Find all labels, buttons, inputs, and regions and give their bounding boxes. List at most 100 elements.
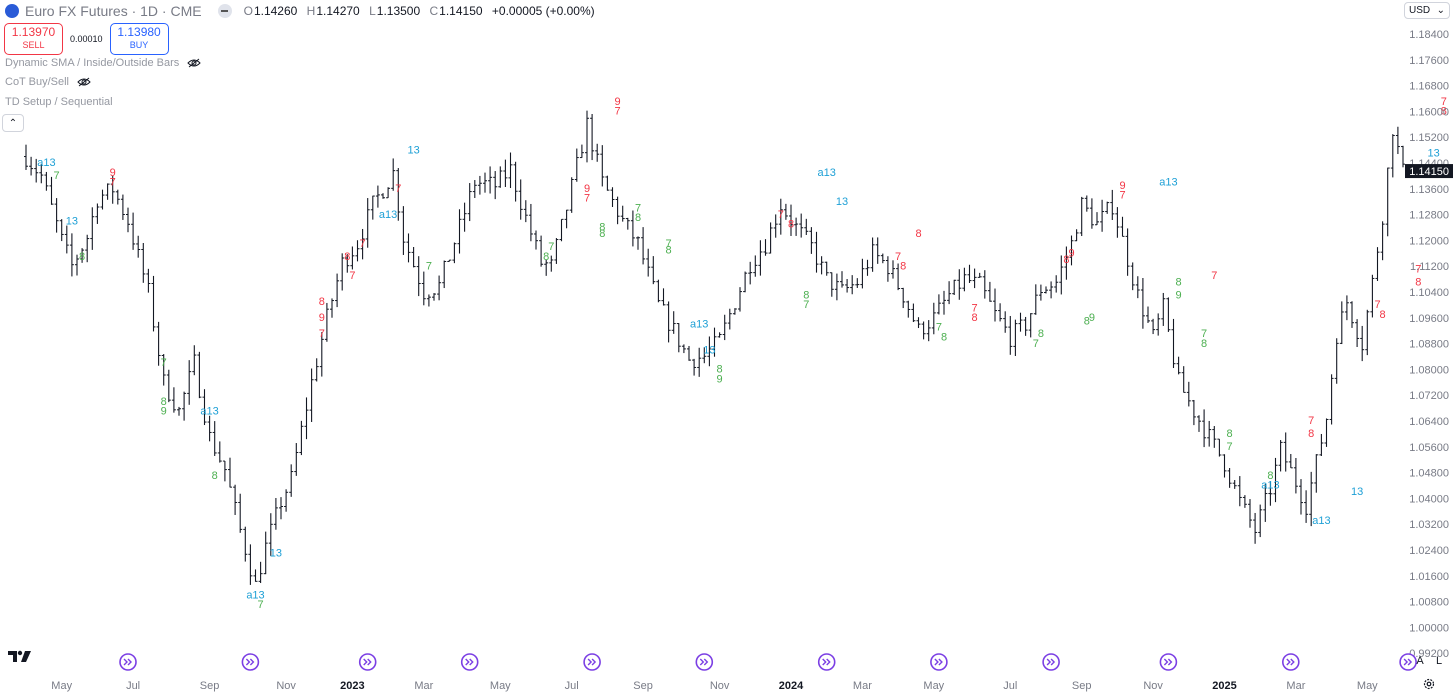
ohlc-bar xyxy=(860,258,865,289)
price-tick-label: 1.15200 xyxy=(1409,132,1449,144)
td-label: 8 xyxy=(599,228,605,240)
ohlc-bar xyxy=(952,279,957,296)
collapse-indicators-button[interactable]: ⌃ xyxy=(2,114,24,132)
event-marker-icon[interactable] xyxy=(817,653,836,671)
eye-hidden-icon[interactable] xyxy=(187,58,201,68)
log-scale-button[interactable]: L xyxy=(1435,655,1443,667)
ohlc-bar xyxy=(171,387,176,413)
collapse-header-button[interactable] xyxy=(217,4,232,18)
ohlc-bar xyxy=(59,219,64,242)
ohlc-bar xyxy=(513,161,518,202)
ohlc-bar xyxy=(120,194,125,220)
td-label: 8 xyxy=(900,260,906,272)
indicator-cot[interactable]: CoT Buy/Sell xyxy=(5,76,91,88)
ohlc-bar xyxy=(799,213,804,238)
indicator-td-setup[interactable]: TD Setup / Sequential xyxy=(5,96,113,108)
ohlc-bar xyxy=(508,152,513,189)
ohlc-bar xyxy=(1156,313,1161,336)
ohlc-bar xyxy=(880,253,885,264)
currency-select[interactable]: USD ⌄ xyxy=(1404,2,1450,19)
last-price-box xyxy=(1405,164,1453,179)
event-marker-icon[interactable] xyxy=(460,653,479,671)
ohlc-bar xyxy=(386,187,391,199)
event-marker-icon[interactable] xyxy=(241,653,260,671)
ohlc-bar xyxy=(1365,309,1370,356)
event-marker-icon[interactable] xyxy=(1159,653,1178,671)
ohlc-bar xyxy=(1375,247,1380,281)
ohlc-bar xyxy=(452,242,457,264)
time-tick-label: Nov xyxy=(276,680,296,692)
ohlc-bar xyxy=(829,272,834,297)
gear-icon[interactable] xyxy=(1422,677,1436,691)
ohlc-bar xyxy=(758,240,763,276)
td-label: 7 xyxy=(1227,441,1233,453)
event-marker-icon[interactable] xyxy=(358,653,377,671)
ohlc-bar xyxy=(1125,228,1130,276)
ohlc-bar xyxy=(498,166,503,188)
sell-button[interactable]: 1.13970 SELL xyxy=(4,23,63,55)
time-tick-label: Mar xyxy=(414,680,433,692)
ohlc-bar xyxy=(258,561,263,584)
ohlc-bar xyxy=(1334,338,1339,384)
time-tick-label: Jul xyxy=(565,680,579,692)
time-axis[interactable]: May Jul Sep Nov 2023 Mar May Jul Sep Nov 2024 Mar Ma… xyxy=(51,680,1378,692)
ohlc-bar xyxy=(855,278,860,288)
event-marker-icon[interactable] xyxy=(1042,653,1060,671)
ohlc-bar xyxy=(192,345,197,376)
ohlc-bar xyxy=(472,180,477,198)
time-tick-label: Mar xyxy=(853,680,872,692)
td-label: 8 xyxy=(212,470,218,482)
buy-price: 1.13980 xyxy=(117,25,161,39)
td-label: 9 xyxy=(161,406,167,418)
ohlc-bar xyxy=(1084,195,1089,212)
high-key: H xyxy=(306,4,316,18)
event-marker-icon[interactable] xyxy=(583,653,601,671)
ohlc-bar xyxy=(1217,438,1222,457)
event-marker-icon[interactable] xyxy=(119,653,137,671)
price-axis[interactable]: 1.184001.176001.168001.160001.152001.144… xyxy=(1409,29,1449,660)
ohlc-bar xyxy=(559,218,564,242)
auto-scale-button[interactable]: A xyxy=(1416,655,1424,667)
event-marker-icon[interactable] xyxy=(1399,653,1417,671)
buy-label: BUY xyxy=(129,40,149,50)
ohlc-bar xyxy=(1013,319,1018,356)
ohlc-bar xyxy=(993,288,997,322)
td-label: 7 xyxy=(778,209,784,221)
ohlc-bar xyxy=(151,275,156,332)
ohlc-bar xyxy=(641,227,646,265)
ohlc-bar xyxy=(39,163,44,184)
ohlc-bar xyxy=(595,143,600,162)
td-label: 7 xyxy=(1441,96,1447,108)
eye-hidden-icon[interactable] xyxy=(77,77,91,87)
ohlc-bar xyxy=(794,217,799,236)
ohlc-bar xyxy=(289,464,294,497)
ohlc-bar xyxy=(697,347,702,377)
price-tick-label: 1.18400 xyxy=(1409,29,1449,41)
event-marker-icon[interactable] xyxy=(1282,653,1300,671)
td-label: 7 xyxy=(258,599,264,611)
ohlc-bar xyxy=(503,159,508,188)
ohlc-values: O1.14260 H1.14270 L1.13500 C1.14150 +0.0… xyxy=(244,4,595,18)
ohlc-bar xyxy=(1191,399,1196,426)
event-marker-icon[interactable] xyxy=(695,653,714,671)
ohlc-bar xyxy=(488,166,493,194)
td-label: 13 xyxy=(270,547,282,559)
indicator-dynamic-sma[interactable]: Dynamic SMA / Inside/Outside Bars xyxy=(5,57,201,69)
td-label: 8 xyxy=(1176,277,1182,289)
ohlc-bar xyxy=(1242,495,1247,508)
symbol-title[interactable]: Euro FX Futures · 1D · CME xyxy=(25,3,202,19)
low-value: 1.13500 xyxy=(376,4,421,18)
ohlc-bar xyxy=(1161,292,1166,326)
event-marker-icon[interactable] xyxy=(930,653,948,671)
ohlc-bar xyxy=(156,321,161,366)
buy-button[interactable]: 1.13980 BUY xyxy=(109,23,169,55)
td-label: 7 xyxy=(1308,415,1314,427)
ohlc-bar xyxy=(712,327,717,357)
td-label: 8 xyxy=(599,222,605,234)
td-label: 8 xyxy=(1038,328,1044,340)
ohlc-bar xyxy=(49,176,54,205)
ohlc-bar xyxy=(651,256,656,285)
td-label: 13 xyxy=(66,215,78,227)
tradingview-logo-icon[interactable] xyxy=(7,648,33,664)
